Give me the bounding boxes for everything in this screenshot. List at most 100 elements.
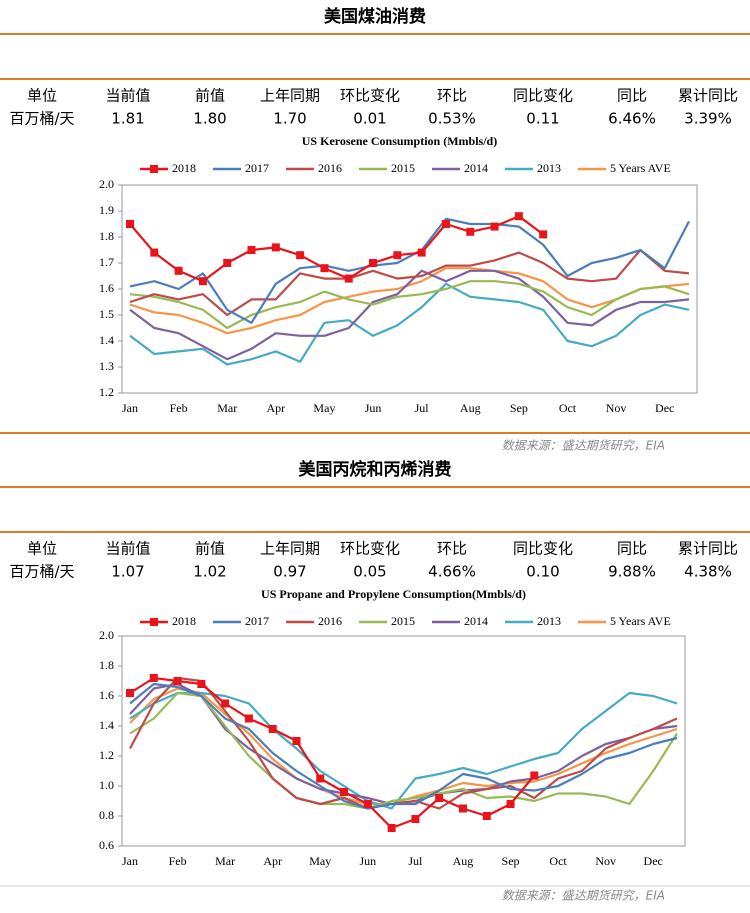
data-marker [244,714,253,723]
x-tick-label: Aug [460,401,481,415]
y-tick-label: 1.5 [99,307,114,321]
plot-frame [121,635,686,847]
data-marker [441,220,450,228]
y-tick-label: 2.0 [99,177,114,191]
table-cell: 1.81 [111,110,144,128]
table-header: 单位 [27,540,57,558]
series-line [129,691,678,810]
chart-title: US Kerosene Consumption (Mmbls/d) [302,134,497,148]
data-marker [268,725,277,733]
legend-label: 5 Years AVE [610,614,671,628]
table-header: 累计同比 [678,540,738,558]
table-cell: 1.80 [193,110,226,128]
data-marker [198,277,207,286]
y-tick-label: 1.9 [99,203,114,217]
data-marker [506,800,515,808]
y-tick-label: 0.8 [99,808,114,822]
x-tick-label: Mar [215,854,235,868]
table-header: 单位 [27,87,57,105]
x-tick-label: Mar [217,401,237,415]
series-line [129,280,690,330]
data-marker [126,689,134,697]
data-marker [363,800,372,808]
data-marker [149,674,158,682]
table-cell: 0.05 [353,563,386,581]
series-line [129,267,690,335]
data-marker [247,246,256,254]
data-marker [458,804,467,813]
table-cell: 1.07 [111,563,144,581]
series-line [129,691,678,810]
data-marker [369,259,378,267]
x-tick-label: Nov [595,854,616,868]
series-line [129,215,544,283]
y-tick-label: 1.4 [99,718,114,732]
y-tick-label: 2.0 [99,628,114,642]
x-tick-label: Jun [365,401,382,415]
y-tick-label: 1.8 [99,658,114,672]
x-tick-label: Feb [169,854,187,868]
x-tick-label: Feb [170,401,188,415]
y-tick-label: 1.6 [99,688,114,702]
table-header: 同比 [617,540,647,558]
legend-label: 2017 [245,614,269,628]
table-cell: 1.70 [273,110,306,128]
data-marker [411,815,420,823]
legend-label: 2018 [172,161,196,175]
table-cell: 百万桶/天 [9,110,74,128]
legend-label: 2013 [537,614,561,628]
y-tick-label: 1.2 [99,748,114,762]
y-tick-label: 1.2 [99,385,114,399]
legend-label: 2017 [245,161,269,175]
x-tick-label: Jul [408,854,423,868]
table-header: 上年同期 [260,540,320,558]
data-marker [387,824,396,832]
x-tick-label: Sep [502,854,520,868]
table-cell: 0.10 [526,563,559,581]
table-header: 环比变化 [340,87,400,105]
table-cell: 3.39% [684,110,732,128]
x-tick-label: Apr [266,401,285,415]
data-marker [490,222,499,231]
x-tick-label: Jan [122,854,138,868]
x-tick-label: Oct [549,854,567,868]
y-tick-label: 1.7 [99,255,114,269]
source-note: 数据来源：盛达期货研究，EIA [502,889,665,903]
source-note: 数据来源：盛达期货研究，EIA [502,439,665,453]
legend-marker [150,165,158,173]
data-marker [417,248,426,257]
data-marker [296,251,305,260]
data-marker [320,264,329,273]
table-header: 当前值 [105,540,150,558]
series-line [129,682,678,810]
legend-label: 2014 [464,161,488,175]
x-tick-label: Dec [655,401,674,415]
x-tick-label: Aug [453,854,474,868]
data-marker [221,699,230,708]
series-line [129,217,690,324]
y-tick-label: 1.0 [99,778,114,792]
legend-marker [150,618,158,626]
x-tick-label: May [313,401,335,415]
data-marker [223,259,232,267]
series-line [129,248,690,317]
series-line [129,676,678,810]
y-tick-label: 1.6 [99,281,114,295]
y-tick-label: 1.3 [99,359,114,373]
data-marker [344,274,353,283]
x-tick-label: Apr [263,854,282,868]
table-cell: 6.46% [608,110,656,128]
legend-label: 2016 [318,614,342,628]
legend-label: 5 Years AVE [610,161,671,175]
x-tick-label: Jun [359,854,376,868]
table-cell: 0.53% [428,110,476,128]
x-tick-label: Jul [415,401,430,415]
section-title: 美国煤油消费 [324,6,426,27]
y-tick-label: 0.6 [99,838,114,852]
table-header: 前值 [195,540,225,558]
data-marker [393,251,402,260]
table-cell: 0.01 [353,110,386,128]
legend-label: 2015 [391,614,415,628]
chart-title: US Propane and Propylene Consumption(Mmb… [261,587,526,601]
series-line [129,269,690,361]
